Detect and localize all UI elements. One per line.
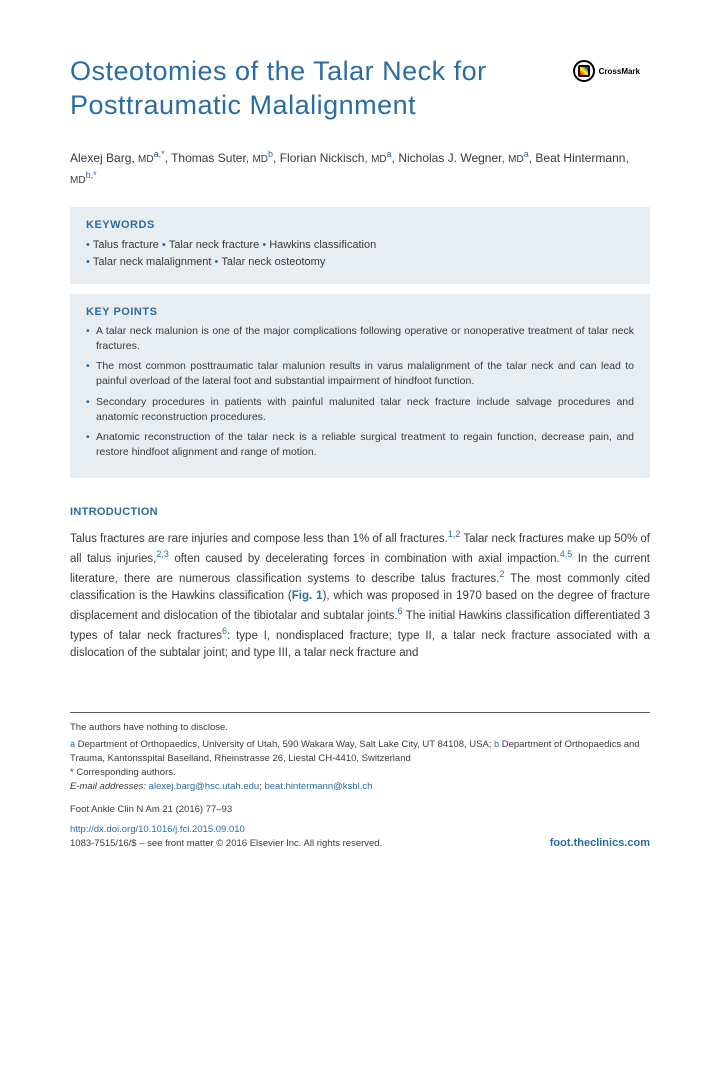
author: Florian Nickisch, MDa	[280, 151, 392, 165]
article-title: Osteotomies of the Talar Neck for Posttr…	[70, 55, 490, 123]
email-line: E-mail addresses: alexej.barg@hsc.utah.e…	[70, 780, 650, 794]
journal-ref: Foot Ankle Clin N Am 21 (2016) 77–93	[70, 803, 650, 817]
footer-divider	[70, 712, 650, 713]
author: Thomas Suter, MDb	[171, 151, 273, 165]
keypoint: Secondary procedures in patients with pa…	[86, 395, 634, 424]
figure-link[interactable]: Fig. 1	[292, 590, 323, 602]
keywords-box: KEYWORDS •Talus fracture •Talar neck fra…	[70, 207, 650, 284]
corresponding: * Corresponding authors.	[70, 766, 650, 780]
intro-paragraph: Talus fractures are rare injuries and co…	[70, 528, 650, 663]
author-list: Alexej Barg, MDa,*, Thomas Suter, MDb, F…	[70, 147, 650, 189]
email-link-1[interactable]: alexej.barg@hsc.utah.edu	[149, 781, 260, 792]
keypoint: A talar neck malunion is one of the majo…	[86, 324, 634, 353]
crossmark-badge[interactable]: CrossMark	[573, 60, 640, 82]
doi-link[interactable]: http://dx.doi.org/10.1016/j.fcl.2015.09.…	[70, 824, 245, 835]
keypoints-title: KEY POINTS	[86, 306, 634, 318]
keypoints-list: A talar neck malunion is one of the majo…	[86, 324, 634, 460]
keywords-list: •Talus fracture •Talar neck fracture •Ha…	[86, 237, 634, 272]
email-link-2[interactable]: beat.hintermann@ksbl.ch	[264, 781, 372, 792]
keypoints-box: KEY POINTS A talar neck malunion is one …	[70, 294, 650, 478]
keypoint: Anatomic reconstruction of the talar nec…	[86, 430, 634, 459]
affil-a-text: Department of Orthopaedics, University o…	[78, 739, 492, 750]
crossmark-icon	[573, 60, 595, 82]
disclosure: The authors have nothing to disclose.	[70, 721, 650, 735]
affiliations: a Department of Orthopaedics, University…	[70, 738, 650, 767]
keywords-title: KEYWORDS	[86, 219, 634, 231]
intro-heading: INTRODUCTION	[70, 506, 650, 518]
email-label: E-mail addresses:	[70, 781, 146, 792]
issn: 1083-7515/16/$ – see front matter © 2016…	[70, 838, 382, 849]
author: Nicholas J. Wegner, MDa	[398, 151, 528, 165]
footer: The authors have nothing to disclose. a …	[70, 721, 650, 851]
keypoint: The most common posttraumatic talar malu…	[86, 359, 634, 388]
crossmark-text: CrossMark	[599, 67, 640, 76]
author: Alexej Barg, MDa,*	[70, 151, 165, 165]
journal-link[interactable]: foot.theclinics.com	[550, 835, 650, 852]
